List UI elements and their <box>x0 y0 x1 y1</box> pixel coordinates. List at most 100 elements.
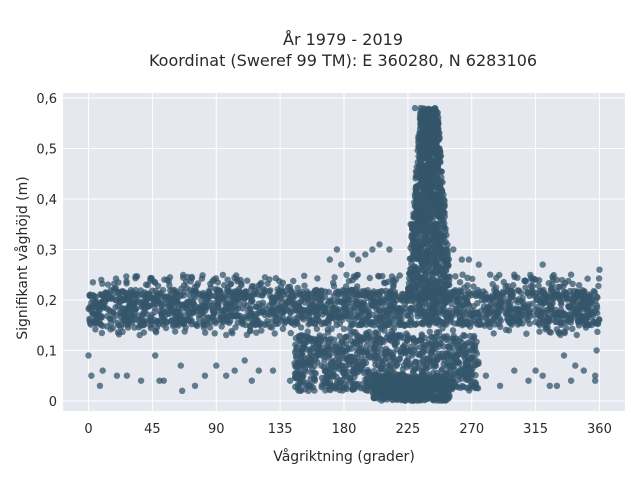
data-point <box>231 367 238 374</box>
data-point <box>461 284 468 291</box>
data-point <box>367 294 374 301</box>
data-point <box>415 213 422 221</box>
data-point <box>426 328 433 335</box>
data-point <box>482 372 490 379</box>
data-point <box>367 333 374 341</box>
data-point <box>594 309 601 317</box>
data-point <box>92 326 99 333</box>
data-point <box>105 306 113 314</box>
data-point <box>320 363 327 371</box>
data-point <box>258 320 265 327</box>
data-point <box>123 372 131 379</box>
data-point <box>244 277 251 284</box>
data-point <box>439 289 446 297</box>
data-point <box>287 329 294 337</box>
data-point <box>201 372 209 379</box>
data-point <box>539 261 546 268</box>
data-point <box>124 324 132 331</box>
data-point <box>467 311 474 318</box>
data-point <box>342 333 349 341</box>
data-point <box>139 291 146 298</box>
data-point <box>563 290 570 297</box>
data-point <box>428 357 435 365</box>
data-point <box>427 186 434 193</box>
data-point <box>470 283 477 290</box>
data-point <box>416 273 423 280</box>
data-point <box>297 387 305 394</box>
data-point <box>136 331 143 339</box>
data-point <box>178 285 185 292</box>
data-point <box>154 282 162 290</box>
data-point <box>419 356 427 363</box>
data-point <box>484 310 491 318</box>
data-point <box>529 300 536 307</box>
data-point <box>428 379 435 386</box>
data-point <box>570 309 578 317</box>
data-point <box>327 297 334 304</box>
data-point <box>292 352 300 360</box>
data-point <box>596 266 603 273</box>
x-tick-label: 360 <box>587 422 612 437</box>
data-point <box>385 336 393 343</box>
data-point <box>594 328 601 335</box>
data-point <box>350 273 358 280</box>
data-point <box>336 383 343 391</box>
data-point <box>510 282 517 289</box>
data-point <box>421 387 428 394</box>
x-tick-label: 90 <box>208 422 225 437</box>
y-tick-label: 0,5 <box>36 143 57 158</box>
data-point <box>247 299 255 306</box>
data-point <box>553 326 560 333</box>
data-point <box>422 213 429 221</box>
data-point <box>480 303 488 310</box>
data-point <box>181 312 188 319</box>
data-point <box>261 286 268 294</box>
data-point <box>411 294 419 301</box>
data-point <box>213 362 220 369</box>
data-point <box>469 353 476 361</box>
data-point <box>434 188 441 196</box>
data-point <box>380 338 387 346</box>
data-point <box>458 256 465 263</box>
data-point <box>314 275 321 282</box>
data-point <box>296 290 303 297</box>
data-point <box>326 345 333 353</box>
data-point <box>452 311 459 318</box>
data-point <box>200 324 208 331</box>
data-point <box>413 365 420 372</box>
data-point <box>86 315 93 322</box>
data-point <box>404 391 411 398</box>
data-point <box>123 273 130 280</box>
data-point <box>140 309 147 317</box>
data-point <box>414 395 421 402</box>
data-point <box>98 329 106 337</box>
data-point <box>406 255 414 262</box>
data-point <box>482 290 489 297</box>
data-point <box>593 347 600 354</box>
x-tick-label: 0 <box>84 422 92 437</box>
data-point <box>443 392 451 399</box>
data-point <box>375 272 382 280</box>
data-point <box>104 290 111 297</box>
data-point <box>413 169 420 176</box>
data-point <box>468 382 475 390</box>
data-point <box>132 291 139 298</box>
data-point <box>347 337 355 344</box>
data-point <box>212 275 220 282</box>
data-point <box>532 276 539 283</box>
data-point <box>214 288 221 296</box>
data-point <box>126 301 133 308</box>
data-point <box>401 321 408 328</box>
data-point <box>158 313 166 320</box>
data-point <box>363 307 370 314</box>
data-point <box>421 309 428 316</box>
data-point <box>418 135 425 143</box>
y-tick-label: 0,1 <box>36 344 57 359</box>
data-point <box>419 250 427 257</box>
data-point <box>185 299 192 307</box>
data-point <box>299 377 306 385</box>
data-point <box>520 299 527 306</box>
data-point <box>137 322 145 329</box>
data-point <box>582 324 590 331</box>
data-point <box>370 288 377 295</box>
